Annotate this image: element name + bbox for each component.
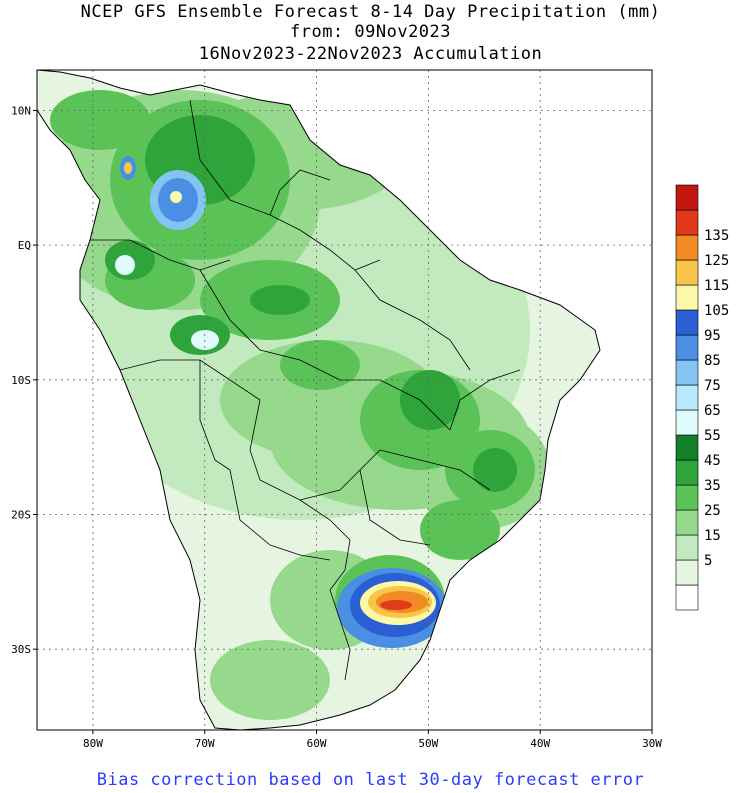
colorbar-swatch xyxy=(675,434,699,461)
colorbar-label: 95 xyxy=(704,328,721,344)
lat-tick-label: 30S xyxy=(11,643,31,656)
lon-tick-label: 60W xyxy=(307,737,327,750)
colorbar-swatch xyxy=(675,184,699,211)
colorbar: 5 15 25 35 45 55 65 75 85 95 105 115 125 135 xyxy=(675,184,729,611)
colorbar-swatch xyxy=(675,284,699,311)
bias-correction-note: Bias correction based on last 30-day for… xyxy=(96,770,645,790)
colorbar-label: 35 xyxy=(704,478,721,494)
title-line-2: from: 09Nov2023 xyxy=(289,22,452,42)
coastline xyxy=(36,69,601,731)
lat-tick-label: EQ xyxy=(18,239,31,252)
colorbar-swatch xyxy=(675,509,699,536)
colorbar-swatch xyxy=(675,234,699,261)
colorbar-label: 45 xyxy=(704,453,721,469)
gridlines xyxy=(37,70,652,730)
colorbar-label: 105 xyxy=(704,303,729,319)
lat-tick-label: 20S xyxy=(11,508,31,521)
axis-ticks xyxy=(33,109,653,734)
colorbar-swatch xyxy=(675,359,699,386)
title-line-1: NCEP GFS Ensemble Forecast 8-14 Day Prec… xyxy=(80,2,661,22)
colorbar-swatch xyxy=(675,534,699,561)
colorbar-label: 115 xyxy=(704,278,729,294)
colorbar-swatch xyxy=(675,559,699,586)
colorbar-label: 75 xyxy=(704,378,721,394)
lon-tick-label: 70W xyxy=(195,737,215,750)
lat-axis: 10N EQ 10S 20S 30S xyxy=(11,104,31,656)
colorbar-swatch xyxy=(675,209,699,236)
colorbar-swatch xyxy=(675,409,699,436)
colorbar-label: 85 xyxy=(704,353,721,369)
colorbar-swatch xyxy=(675,334,699,361)
lat-tick-label: 10S xyxy=(11,374,31,387)
map-frame xyxy=(36,69,653,731)
colorbar-swatch xyxy=(675,459,699,486)
colorbar-label: 55 xyxy=(704,428,721,444)
lat-tick-label: 10N xyxy=(11,104,31,117)
lon-tick-label: 50W xyxy=(418,737,438,750)
colorbar-swatch xyxy=(675,259,699,286)
colorbar-label: 65 xyxy=(704,403,721,419)
colorbar-label: 135 xyxy=(704,228,729,244)
colorbar-swatch xyxy=(675,484,699,511)
lon-tick-label: 30W xyxy=(642,737,662,750)
colorbar-label: 15 xyxy=(704,528,721,544)
title-line-3: 16Nov2023-22Nov2023 Accumulation xyxy=(198,44,543,64)
colorbar-swatch xyxy=(675,309,699,336)
colorbar-swatch xyxy=(675,384,699,411)
lon-axis: 80W 70W 60W 50W 40W 30W xyxy=(83,737,662,750)
colorbar-label: 25 xyxy=(704,503,721,519)
lon-tick-label: 40W xyxy=(530,737,550,750)
colorbar-label: 125 xyxy=(704,253,729,269)
colorbar-swatch xyxy=(675,584,699,611)
colorbar-label: 5 xyxy=(704,553,712,569)
lon-tick-label: 80W xyxy=(83,737,103,750)
